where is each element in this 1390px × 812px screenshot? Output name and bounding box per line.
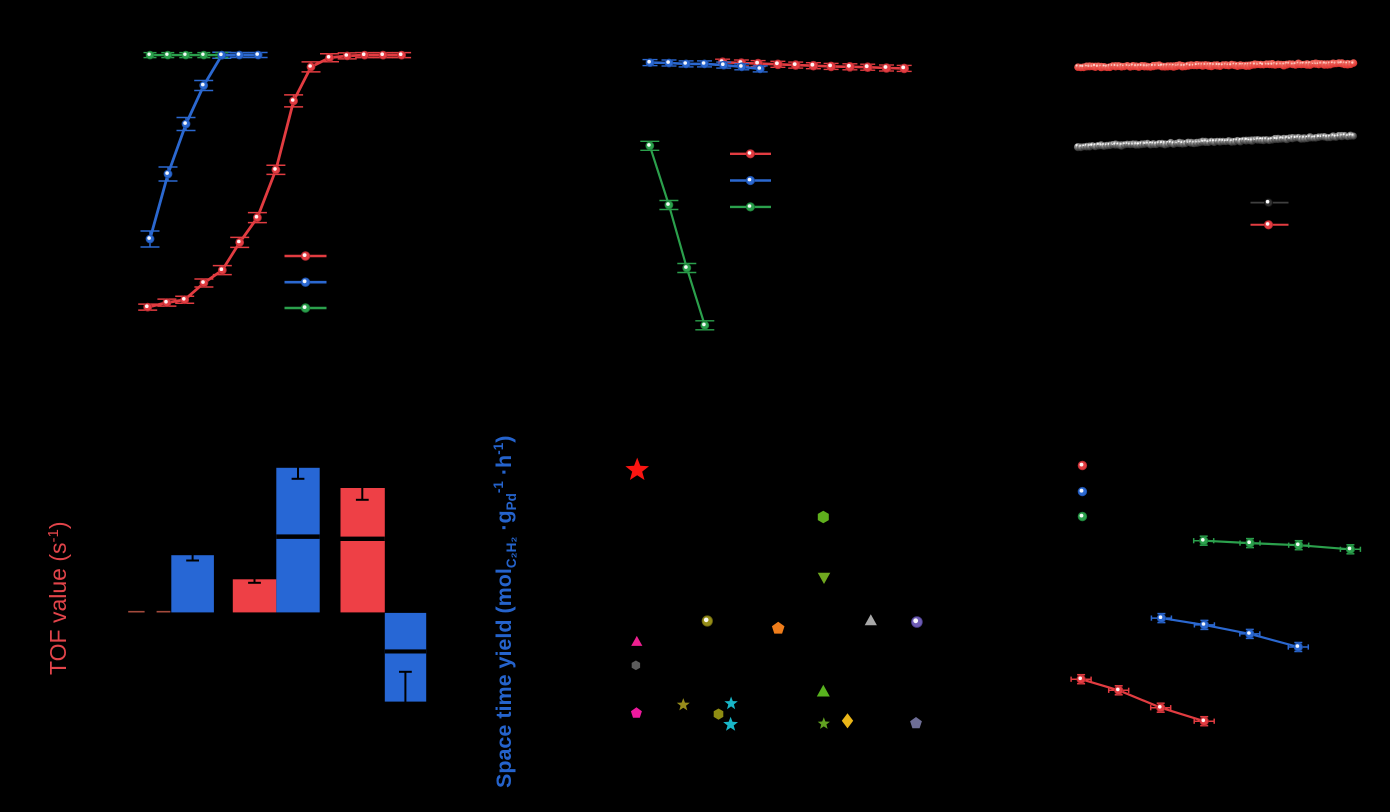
svg-text:TOF value (s-1): TOF value (s-1) xyxy=(45,521,71,675)
